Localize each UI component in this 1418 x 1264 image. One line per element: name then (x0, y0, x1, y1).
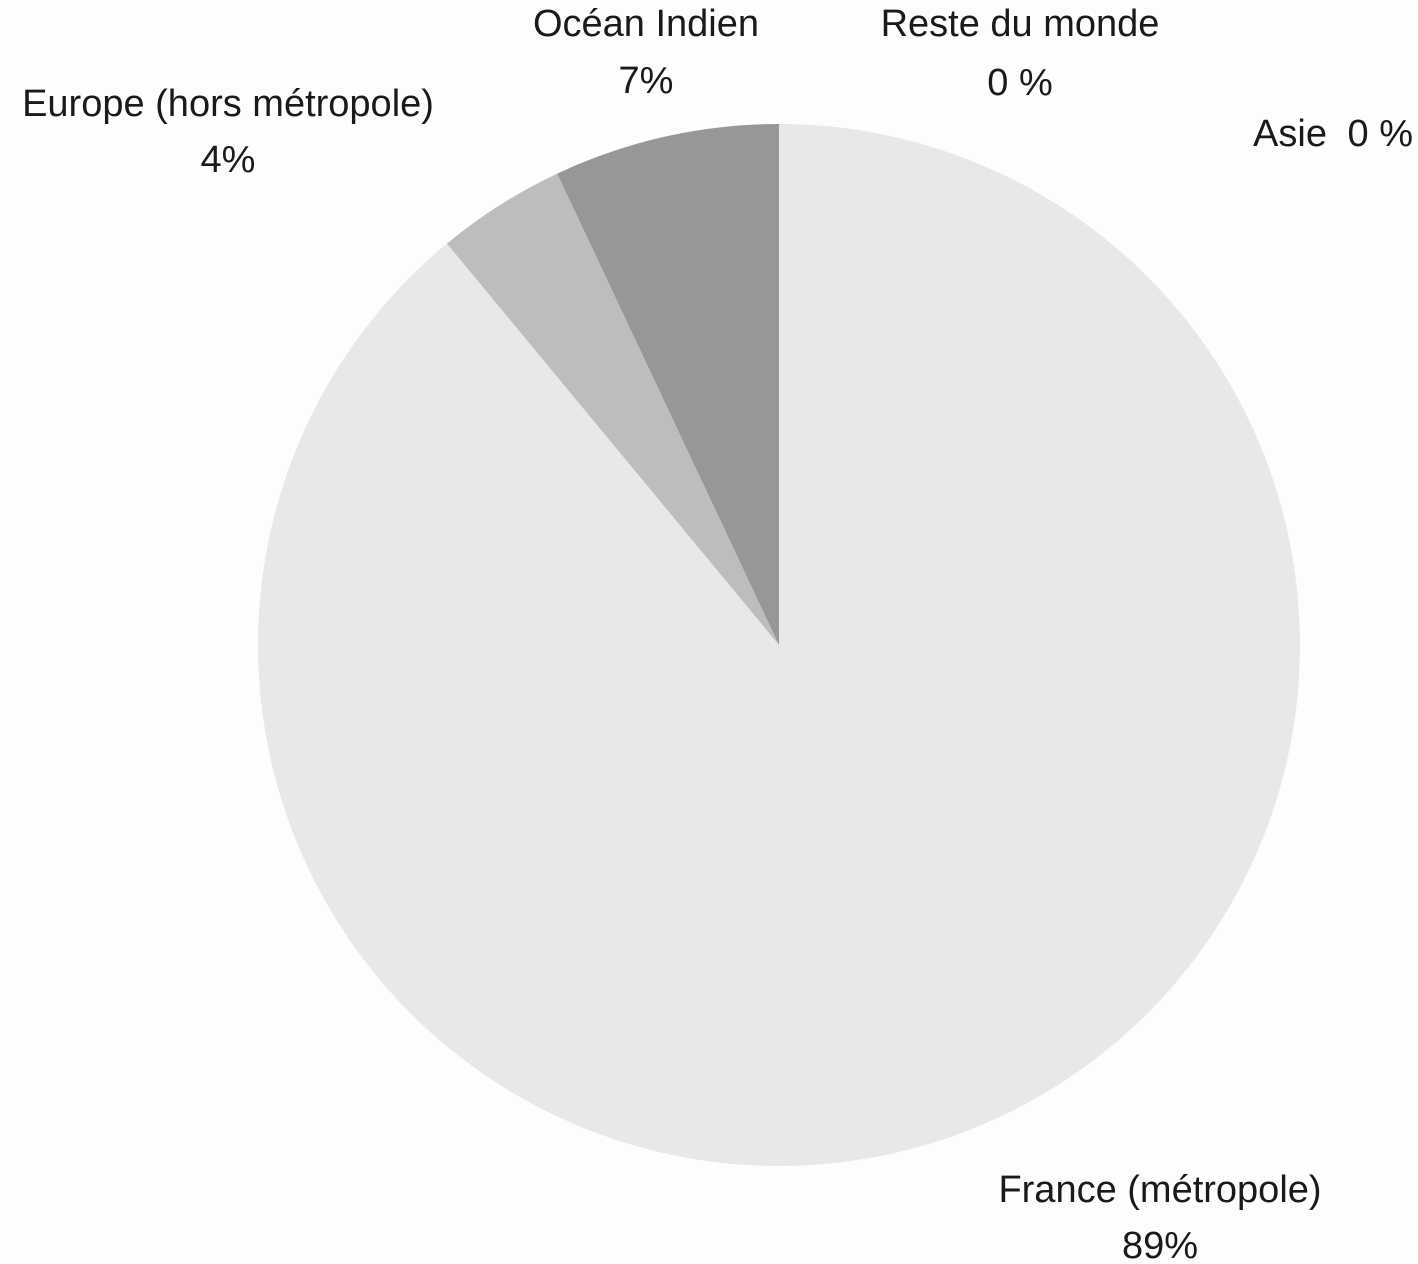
label-value-france: 89% (1122, 1225, 1198, 1264)
label-category-europe: Europe (hors métropole) (22, 83, 434, 125)
label-category-france: France (métropole) (998, 1169, 1321, 1211)
label-value-europe: 4% (201, 139, 256, 181)
pie-slice-europe-hors-metropole (446, 173, 779, 646)
label-category-asie: Asie (1253, 113, 1327, 155)
pie-slice-france-metropole (258, 124, 1300, 1167)
pie-slices (258, 124, 1300, 1167)
pie-labels: France (métropole) 89% Europe (hors métr… (22, 3, 1413, 1264)
label-category-reste-du-monde: Reste du monde (881, 3, 1160, 45)
label-asie: Asie 0 % (1253, 113, 1413, 155)
label-value-reste-du-monde: 0 % (987, 62, 1052, 104)
label-value-asie: 0 % (1348, 113, 1413, 155)
pie-slice-ocean-indien (557, 124, 779, 645)
label-value-ocean-indien: 7% (619, 60, 674, 102)
label-category-ocean-indien: Océan Indien (533, 3, 759, 45)
